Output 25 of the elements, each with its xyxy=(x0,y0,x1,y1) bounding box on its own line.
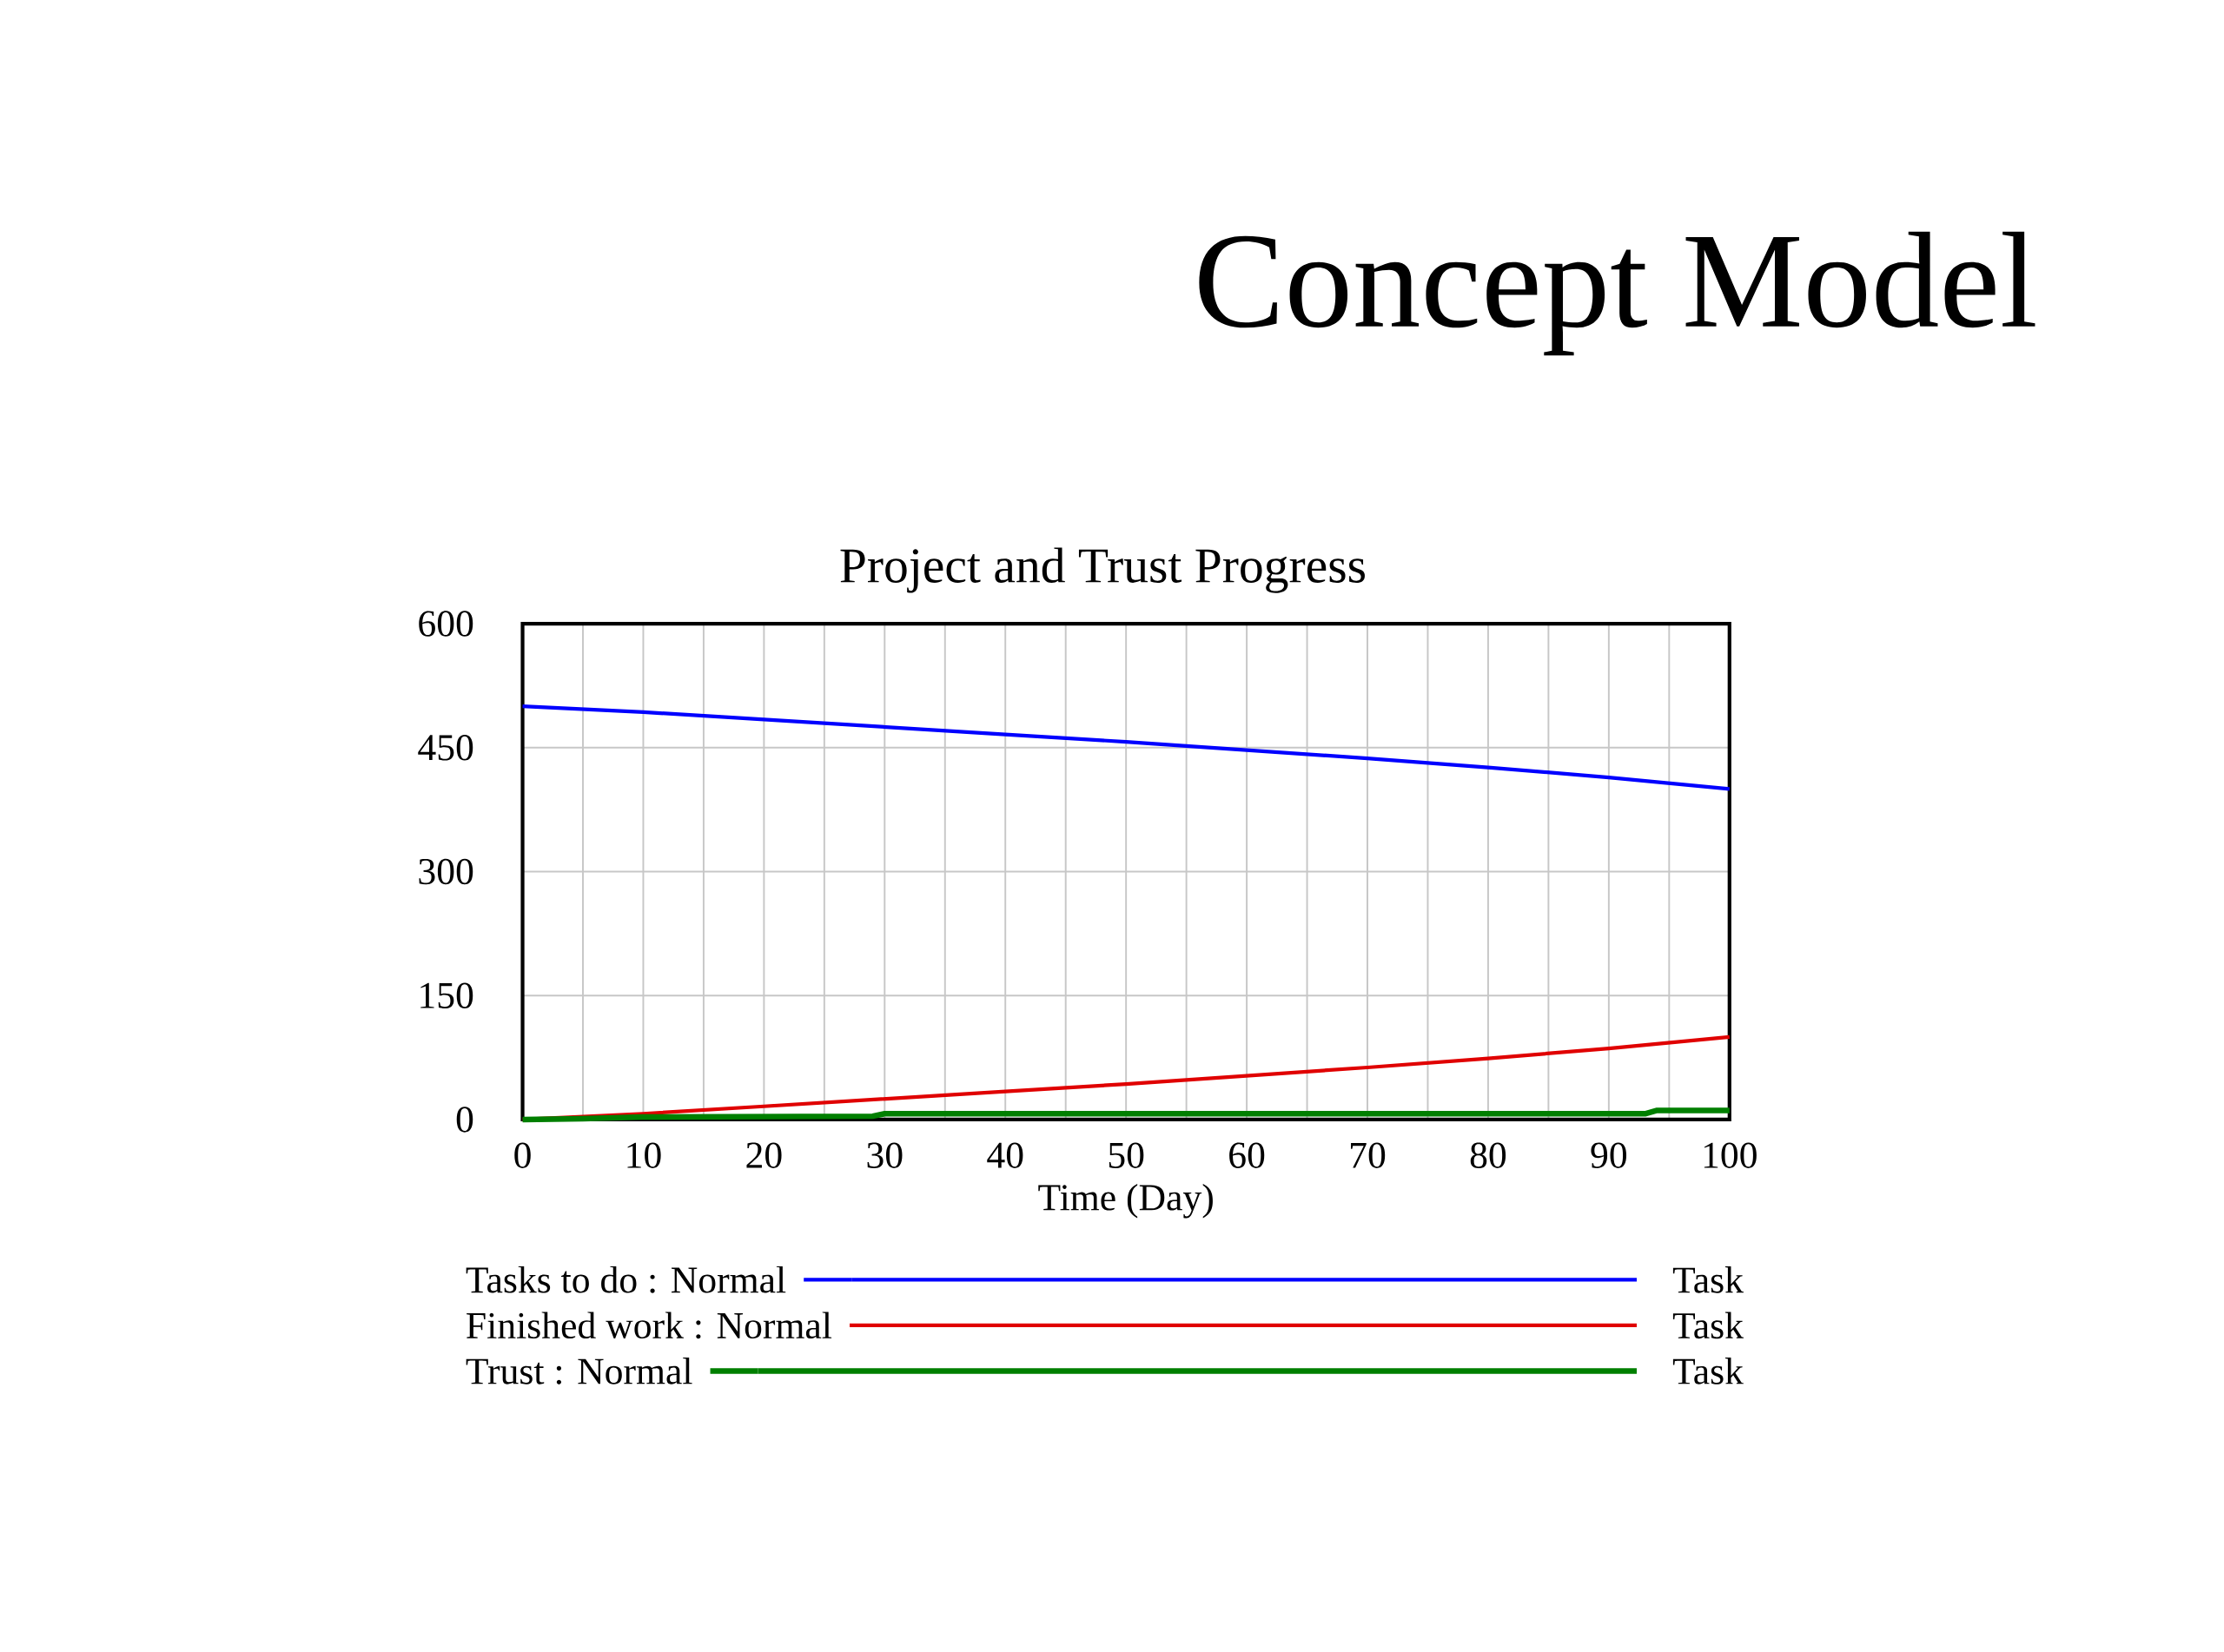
x-tick-label: 70 xyxy=(1351,1142,1386,1168)
x-tick-label: 100 xyxy=(1704,1142,1757,1168)
y-tick-label: 0 xyxy=(456,1107,473,1133)
x-axis-title: Time (Day) xyxy=(1038,1183,1213,1219)
y-tick-label: 150 xyxy=(420,982,473,1008)
x-tick-label: 80 xyxy=(1470,1142,1506,1168)
x-tick-label: 90 xyxy=(1591,1142,1627,1168)
y-tick-label: 300 xyxy=(419,858,473,885)
legend-label: Finished work : Normal xyxy=(467,1312,832,1339)
x-tick-label: 20 xyxy=(746,1142,782,1168)
x-tick-label: 0 xyxy=(514,1142,531,1168)
text: Task xyxy=(1672,1358,1744,1384)
chart-title: Concept Model xyxy=(1199,231,2035,356)
text: Task xyxy=(1672,1312,1744,1339)
x-tick-label: 30 xyxy=(867,1142,903,1168)
text: Task xyxy=(1672,1266,1744,1293)
y-tick-label: 450 xyxy=(418,735,473,761)
x-tick-label: 40 xyxy=(987,1142,1023,1168)
x-tick-label: 60 xyxy=(1229,1142,1265,1168)
chart-subtitle: Project and Trust Progress xyxy=(840,547,1365,593)
legend-label: Tasks to do : Normal xyxy=(466,1265,786,1293)
x-tick-label: 10 xyxy=(627,1142,661,1168)
x-tick-label: 50 xyxy=(1109,1142,1144,1168)
legend-label: Trust : Normal xyxy=(466,1358,692,1384)
y-tick-label: 600 xyxy=(419,611,473,637)
